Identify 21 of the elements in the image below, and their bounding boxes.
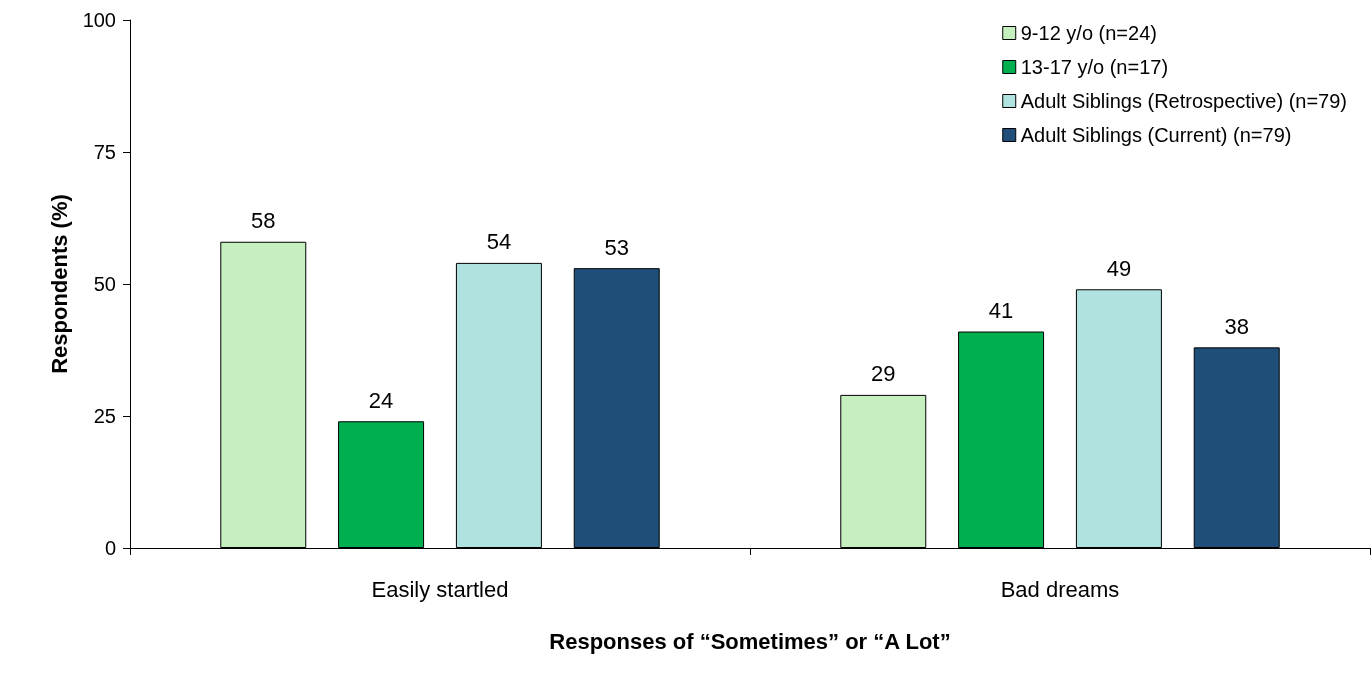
data-label: 29 [871, 361, 896, 387]
x-tick-label: Bad dreams [1000, 576, 1120, 602]
y-tick-label: 75 [93, 141, 116, 163]
data-label: 58 [251, 208, 276, 234]
y-axis-title: Respondents (%) [46, 194, 72, 374]
data-label: 41 [988, 298, 1014, 324]
y-tick-label: 0 [104, 537, 116, 559]
x-axis-title: Responses of “Sometimes” or “A Lot” [549, 628, 951, 654]
data-label: 53 [604, 234, 629, 260]
legend-label: 13-17 y/o (n=17) [1020, 56, 1169, 78]
legend-label: Adult Siblings (Retrospective) (n=79) [1020, 90, 1348, 112]
y-tick-label: 100 [82, 9, 116, 31]
data-label: 54 [486, 229, 512, 255]
y-tick-label: 25 [93, 405, 116, 427]
y-tick-label: 50 [93, 273, 116, 295]
x-tick-label: Easily startled [371, 576, 509, 602]
legend-label: Adult Siblings (Current) (n=79) [1020, 124, 1292, 146]
data-label: 49 [1106, 255, 1132, 281]
data-label: 38 [1224, 313, 1249, 339]
legend-label: 9-12 y/o (n=24) [1020, 22, 1157, 44]
data-label: 24 [368, 387, 394, 413]
